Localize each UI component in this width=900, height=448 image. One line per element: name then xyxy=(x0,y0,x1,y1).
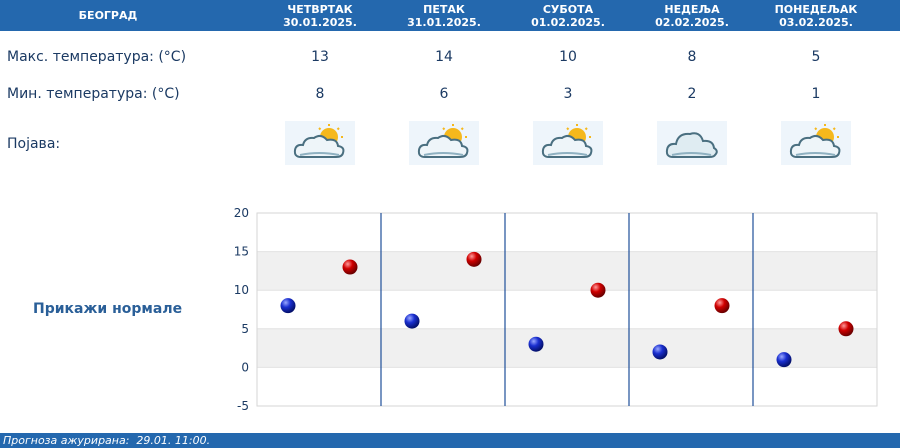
day-header-3: СУБОТА 01.02.2025. xyxy=(506,0,630,31)
temperature-chart: 20 15 10 5 0 -5 xyxy=(234,206,878,413)
max-temp-value: 10 xyxy=(559,49,577,65)
day-header-5: ПОНЕДЕЉАК 03.02.2025. xyxy=(754,0,878,31)
max-temp-marker xyxy=(590,282,606,298)
weather-icon-box xyxy=(285,121,355,165)
day-header-4: НЕДЕЉА 02.02.2025. xyxy=(630,0,754,31)
y-tick-label: 5 xyxy=(241,322,249,336)
min-temp-value: 1 xyxy=(811,86,821,102)
min-temp-marker xyxy=(404,313,420,329)
min-temp-value: 3 xyxy=(563,86,573,102)
max-temp-value: 5 xyxy=(811,49,821,65)
min-temp-marker xyxy=(280,298,296,314)
day-date: 31.01.2025. xyxy=(407,15,481,29)
phenomenon-label: Појава: xyxy=(7,136,61,152)
weather-icon-box xyxy=(657,121,727,165)
max-temp-marker xyxy=(466,251,482,267)
partly-cloudy-icon xyxy=(293,124,345,158)
max-temp-label: Макс. температура: (°C) xyxy=(7,49,187,65)
max-temp-marker xyxy=(714,298,730,314)
min-temp-value: 2 xyxy=(687,86,697,102)
day-name: НЕДЕЉА xyxy=(664,2,720,16)
day-header-1: ЧЕТВРТАК 30.01.2025. xyxy=(258,0,382,31)
city-name: БЕОГРАД xyxy=(78,9,138,22)
day-name: СУБОТА xyxy=(542,2,594,16)
day-date: 02.02.2025. xyxy=(655,15,729,29)
max-temp-value: 8 xyxy=(687,49,697,65)
max-temp-value: 14 xyxy=(435,49,453,65)
chart-frame xyxy=(256,212,878,407)
y-tick-label: -5 xyxy=(237,399,249,413)
partly-cloudy-icon xyxy=(417,124,469,158)
partly-cloudy-icon xyxy=(789,124,841,158)
y-tick-label: 20 xyxy=(234,206,249,220)
chart-band xyxy=(257,328,877,368)
day-date: 30.01.2025. xyxy=(283,15,357,29)
weather-icon-box xyxy=(781,121,851,165)
update-time-text: Прогноза ажурирана: 29.01. 11:00. xyxy=(3,434,211,447)
day-header-2: ПЕТАК 31.01.2025. xyxy=(382,0,506,31)
day-name: ЧЕТВРТАК xyxy=(287,2,353,16)
forecast-header: БЕОГРАД ЧЕТВРТАК 30.01.2025. ПЕТАК 31.01… xyxy=(0,0,900,31)
day-name: ПЕТАК xyxy=(423,2,465,16)
max-temp-value: 13 xyxy=(311,49,329,65)
min-temp-value: 8 xyxy=(315,86,325,102)
min-temp-marker xyxy=(776,352,792,368)
day-date: 01.02.2025. xyxy=(531,15,605,29)
cloudy-icon xyxy=(665,132,718,158)
chart-band xyxy=(257,251,877,291)
min-temp-marker xyxy=(528,336,544,352)
weather-icon-box xyxy=(533,121,603,165)
day-date: 03.02.2025. xyxy=(779,15,853,29)
day-name: ПОНЕДЕЉАК xyxy=(774,2,858,16)
y-tick-label: 15 xyxy=(234,245,249,259)
y-tick-label: 0 xyxy=(241,360,249,374)
min-temp-label: Мин. температура: (°C) xyxy=(7,86,180,102)
min-temp-marker xyxy=(652,344,668,360)
y-tick-label: 10 xyxy=(234,283,249,297)
min-temp-value: 6 xyxy=(439,86,449,102)
partly-cloudy-icon xyxy=(541,124,593,158)
footer-bar: Прогноза ажурирана: 29.01. 11:00. xyxy=(0,433,900,448)
show-normals-link[interactable]: Прикажи нормале xyxy=(33,301,183,317)
max-temp-marker xyxy=(342,259,358,275)
weather-icon-box xyxy=(409,121,479,165)
max-temp-marker xyxy=(838,321,854,337)
